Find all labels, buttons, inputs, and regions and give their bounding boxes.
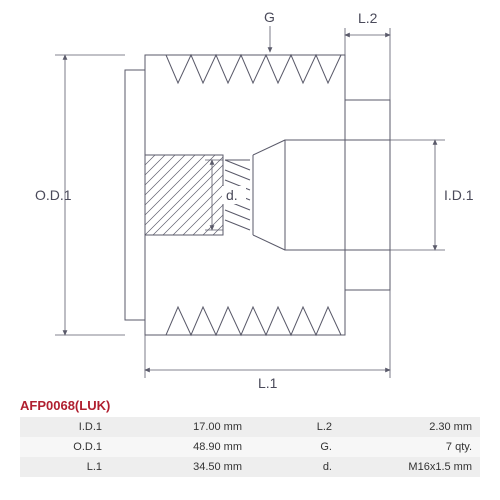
spec-key: O.D.1: [20, 437, 110, 457]
label-od1: O.D.1: [35, 187, 72, 203]
spec-val: 2.30 mm: [340, 417, 480, 437]
spec-row: I.D.117.00 mmL.22.30 mm: [20, 417, 480, 437]
spec-val: 34.50 mm: [110, 457, 250, 477]
spec-table: I.D.117.00 mmL.22.30 mmO.D.148.90 mmG.7 …: [20, 417, 480, 477]
spec-key: L.2: [250, 417, 340, 437]
part-number: AFP0068(LUK): [20, 398, 480, 413]
label-id1: I.D.1: [444, 187, 474, 203]
label-l1: L.1: [258, 375, 278, 391]
technical-drawing: O.D.1 I.D.1 L.1 L.2 G d.: [0, 0, 500, 395]
spec-key: I.D.1: [20, 417, 110, 437]
spec-val: 17.00 mm: [110, 417, 250, 437]
spec-val: M16x1.5 mm: [340, 457, 480, 477]
label-l2: L.2: [358, 10, 378, 26]
spec-key: L.1: [20, 457, 110, 477]
spec-section: AFP0068(LUK) I.D.117.00 mmL.22.30 mmO.D.…: [20, 398, 480, 477]
spec-row: O.D.148.90 mmG.7 qty.: [20, 437, 480, 457]
spec-val: 48.90 mm: [110, 437, 250, 457]
spec-key: G.: [250, 437, 340, 457]
label-g: G: [264, 9, 275, 25]
spec-val: 7 qty.: [340, 437, 480, 457]
label-d: d.: [226, 187, 238, 203]
spec-key: d.: [250, 457, 340, 477]
spec-row: L.134.50 mmd.M16x1.5 mm: [20, 457, 480, 477]
